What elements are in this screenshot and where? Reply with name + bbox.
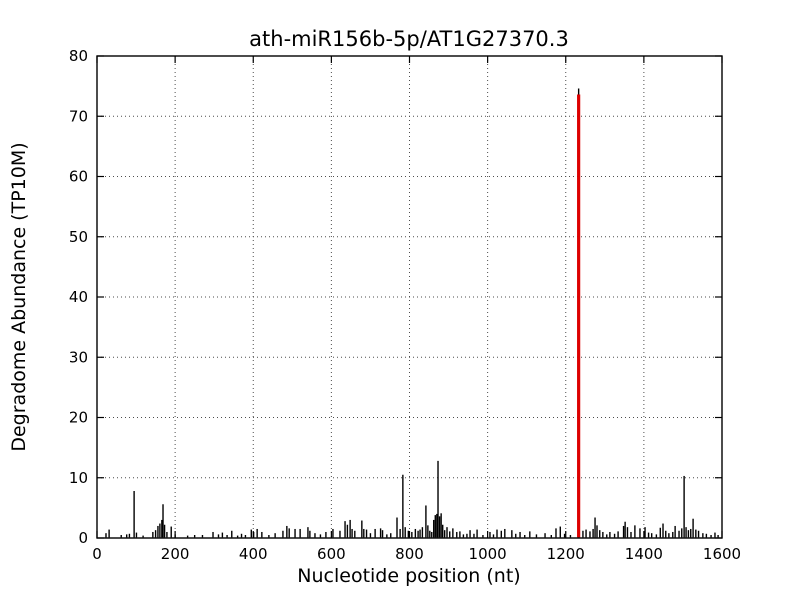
x-tick-label: 1200 (547, 545, 585, 563)
tick-labels: 0 200 400 600 800 1000 1200 1400 1600 0 10 20 30 40 50… (69, 47, 741, 563)
x-tick-label: 800 (395, 545, 424, 563)
y-tick-label: 0 (78, 529, 88, 547)
y-axis-label: Degradome Abundance (TP10M) (8, 142, 30, 451)
y-tick-label: 10 (69, 469, 88, 487)
x-tick-label: 200 (161, 545, 190, 563)
chart-title: ath-miR156b-5p/AT1G27370.3 (249, 27, 569, 51)
x-tick-label: 1600 (703, 545, 741, 563)
y-tick-label: 50 (69, 228, 88, 246)
x-tick-label: 0 (92, 545, 102, 563)
y-tick-label: 60 (69, 168, 88, 186)
x-tick-label: 1000 (469, 545, 507, 563)
grid-lines (97, 56, 722, 538)
x-tick-label: 400 (239, 545, 268, 563)
axes-frame (96, 55, 723, 539)
y-tick-label: 70 (69, 107, 88, 125)
x-tick-label: 1400 (625, 545, 663, 563)
x-axis-label: Nucleotide position (nt) (297, 565, 520, 587)
x-tick-label: 600 (317, 545, 346, 563)
y-tick-label: 20 (69, 409, 88, 427)
y-tick-label: 80 (69, 47, 88, 65)
y-tick-label: 30 (69, 348, 88, 366)
abundance-bars (105, 88, 719, 538)
y-tick-label: 40 (69, 288, 88, 306)
